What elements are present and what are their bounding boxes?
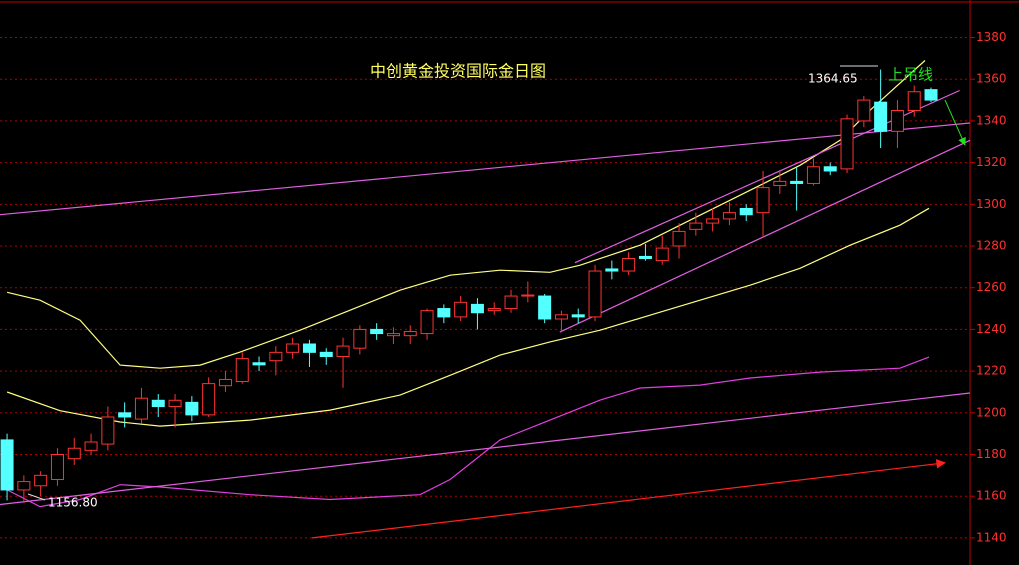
- y-tick-label: 1300: [976, 197, 1007, 211]
- candle-body: [521, 294, 535, 297]
- candle-body: [773, 180, 787, 187]
- candle-body: [739, 207, 753, 216]
- candle-body: [470, 303, 484, 314]
- candle-body: [588, 270, 602, 318]
- y-tick-label: 1160: [976, 489, 1007, 503]
- candle-body: [655, 247, 669, 262]
- line-series: [6, 356, 930, 508]
- candle-body: [706, 218, 720, 224]
- y-tick-label: 1240: [976, 322, 1007, 336]
- candle-body: [806, 166, 820, 184]
- candle-body: [924, 89, 938, 101]
- candle-body: [538, 295, 552, 320]
- candle-body: [336, 345, 350, 358]
- line-series: [6, 207, 930, 427]
- candle-body: [185, 401, 199, 416]
- y-tick-label: 1220: [976, 364, 1007, 378]
- line-series: [311, 459, 946, 539]
- line-series: [6, 60, 926, 369]
- candle-body: [286, 343, 300, 353]
- candle-body: [84, 441, 98, 451]
- candle-body: [302, 343, 316, 353]
- candle-body: [252, 362, 266, 366]
- candle-body: [17, 481, 31, 491]
- candle-body: [790, 180, 804, 184]
- candle-body: [454, 301, 468, 318]
- candle-body: [168, 399, 182, 408]
- candle-body: [672, 230, 686, 247]
- line-series: [0, 392, 971, 506]
- candle-body: [571, 314, 585, 318]
- candle-body: [857, 99, 871, 122]
- candle-body: [134, 397, 148, 420]
- y-tick-label: 1320: [976, 155, 1007, 169]
- candle-body: [202, 383, 216, 416]
- candle-body: [605, 268, 619, 272]
- candle-body: [722, 212, 736, 220]
- y-tick-label: 1180: [976, 447, 1007, 461]
- candle-body: [319, 351, 333, 358]
- candle-body: [403, 330, 417, 337]
- y-tick-label: 1260: [976, 280, 1007, 294]
- candle-body: [370, 328, 384, 335]
- candle-body: [890, 109, 904, 132]
- y-tick-label: 1280: [976, 239, 1007, 253]
- line-series: [0, 122, 971, 216]
- candle-body: [756, 187, 770, 214]
- candle-body: [689, 222, 703, 230]
- chart-title: 中创黄金投资国际金日图: [370, 62, 546, 81]
- y-tick-label: 1340: [976, 113, 1007, 127]
- candle-body: [638, 255, 652, 260]
- candle-body: [34, 474, 48, 487]
- candle-body: [504, 295, 518, 310]
- candle-body: [487, 308, 501, 312]
- candle-body: [118, 412, 132, 418]
- y-tick-label: 1360: [976, 72, 1007, 86]
- candle-body: [353, 328, 367, 349]
- y-tick-label: 1380: [976, 30, 1007, 44]
- candle-body: [101, 416, 115, 445]
- annotation: 上吊线: [888, 66, 933, 84]
- candle-body: [218, 378, 232, 387]
- candle-body: [386, 333, 400, 337]
- candle-body: [269, 351, 283, 362]
- y-tick-label: 1200: [976, 405, 1007, 419]
- candle-body: [874, 101, 888, 132]
- candle-body: [67, 447, 81, 460]
- candle-body: [420, 310, 434, 335]
- candle-body: [907, 91, 921, 111]
- annotation-leader: [27, 493, 46, 501]
- candle-body: [50, 454, 64, 481]
- annotation: 1364.65: [808, 72, 858, 86]
- annotation: 1156.80: [48, 496, 98, 510]
- candle-body: [437, 308, 451, 318]
- candle-body: [151, 399, 165, 408]
- line-series: [559, 139, 971, 333]
- candle-body: [0, 439, 14, 491]
- candle-body: [823, 166, 837, 172]
- candle-body: [554, 314, 568, 320]
- candle-body: [622, 258, 636, 272]
- candle-body: [840, 118, 854, 170]
- y-tick-label: 1140: [976, 530, 1007, 544]
- candle-body: [235, 358, 249, 383]
- annotation-arrow: [944, 99, 966, 146]
